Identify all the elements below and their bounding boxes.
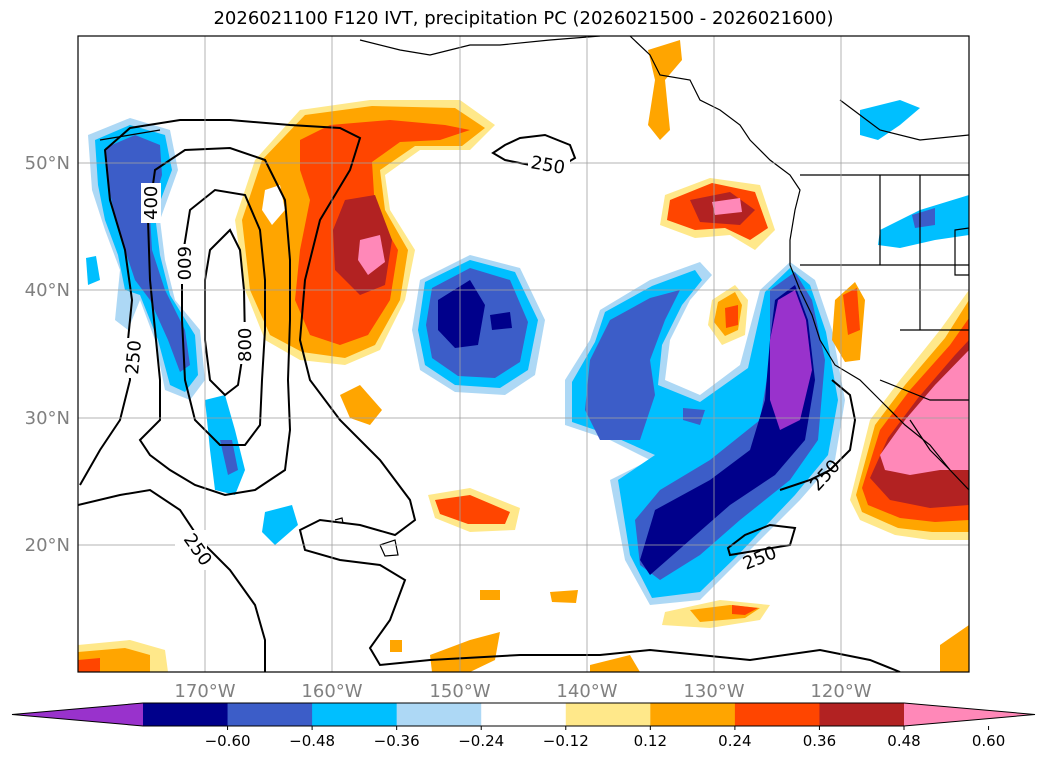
colorbar-tick-label: 0.60 xyxy=(972,732,1005,750)
lon-label: 130°W xyxy=(683,681,744,702)
colorbar-swatch xyxy=(819,703,905,726)
colorbar-extend-max xyxy=(904,703,1035,726)
colorbar-swatch xyxy=(396,703,482,726)
colorbar-tick-label: −0.24 xyxy=(458,732,504,750)
contour-label: 600 xyxy=(173,246,194,280)
colorbar-tick-label: 0.24 xyxy=(718,732,751,750)
colorbar-outline xyxy=(11,702,1036,727)
colorbar-swatch xyxy=(565,703,651,726)
colorbar-tick-label: 0.48 xyxy=(887,732,920,750)
contour-label: 400 xyxy=(141,186,162,220)
colorbar-swatch xyxy=(650,703,736,726)
map-title: 2026021100 F120 IVT, precipitation PC (2… xyxy=(213,8,834,29)
lat-label: 50°N xyxy=(25,153,70,174)
colorbar-tick-label: −0.48 xyxy=(289,732,335,750)
colorbar: −0.60 −0.48 −0.36 −0.24 −0.12 0.12 0.24 0.36 0.4… xyxy=(11,702,1036,750)
pos-anomaly-west xyxy=(235,100,520,532)
colorbar-swatch xyxy=(481,703,567,726)
lon-label: 170°W xyxy=(174,681,235,702)
lat-label: 40°N xyxy=(25,280,70,301)
map-frame xyxy=(77,35,970,673)
contour-label: 250 xyxy=(122,339,146,375)
colorbar-extend-min xyxy=(12,703,143,726)
map-area: 250 400 600 800 250 250 250 250 xyxy=(78,36,969,672)
contour-label: 800 xyxy=(235,328,256,362)
lat-labels: 50°N 40°N 30°N 20°N xyxy=(25,153,70,556)
lon-label: 150°W xyxy=(429,681,490,702)
colorbar-swatch xyxy=(227,703,313,726)
colorbar-swatch xyxy=(312,703,398,726)
lon-labels: 170°W 160°W 150°W 140°W 130°W 120°W xyxy=(174,681,871,702)
pos-anomaly-southwest xyxy=(78,100,969,672)
lon-label: 160°W xyxy=(301,681,362,702)
lon-label: 120°W xyxy=(810,681,871,702)
lon-label: 140°W xyxy=(556,681,617,702)
colorbar-tick-label: −0.12 xyxy=(543,732,589,750)
colorbar-swatch xyxy=(734,703,820,726)
lat-label: 30°N xyxy=(25,408,70,429)
neg-anomaly-west xyxy=(86,118,298,545)
colorbar-tick-label: 0.36 xyxy=(803,732,836,750)
coastlines xyxy=(99,36,969,557)
pos-anomaly-nw-coast xyxy=(648,40,775,250)
colorbar-tick-label: −0.60 xyxy=(205,732,251,750)
colorbar-tick-label: 0.12 xyxy=(634,732,667,750)
lat-label: 20°N xyxy=(25,535,70,556)
colorbar-swatch xyxy=(143,703,229,726)
neg-anomaly-east xyxy=(565,262,845,605)
colorbar-tick-label: −0.36 xyxy=(374,732,420,750)
